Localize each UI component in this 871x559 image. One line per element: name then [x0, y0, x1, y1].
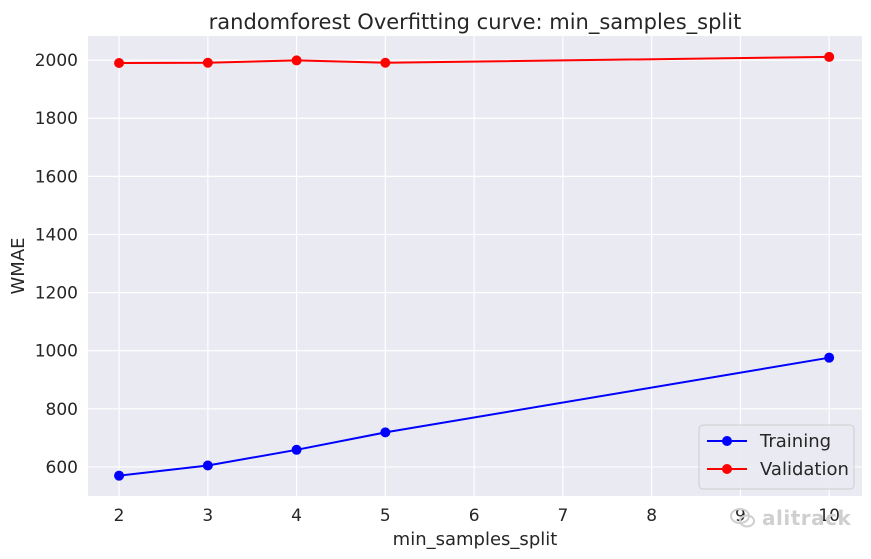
x-tick-label: 6	[469, 506, 480, 526]
plot-area	[88, 36, 862, 496]
watermark: alitrack	[730, 506, 851, 530]
tick-labels: 2 3 4 5 6 7 8 9 10 600 800 1000 1200 1400 1600 1800 2000	[35, 51, 840, 526]
legend-validation-label: Validation	[760, 459, 849, 480]
y-tick-label: 1800	[35, 109, 78, 129]
data-point-training	[380, 427, 391, 438]
data-point-validation	[380, 57, 391, 68]
chart-title: randomforest Overfitting curve: min_samp…	[209, 10, 742, 35]
y-tick-label: 2000	[35, 51, 78, 71]
data-point-validation	[114, 58, 125, 69]
x-tick-label: 8	[646, 506, 657, 526]
series-layer	[114, 51, 835, 481]
x-tick-label: 10	[818, 506, 840, 526]
x-tick-label: 7	[557, 506, 568, 526]
y-tick-label: 1200	[35, 284, 78, 304]
data-point-training	[291, 444, 302, 455]
y-tick-label: 1000	[35, 342, 78, 362]
legend-validation-marker	[722, 464, 732, 474]
data-point-training	[114, 470, 125, 481]
data-point-validation	[291, 55, 302, 66]
data-point-validation	[202, 57, 213, 68]
y-axis-label: WMAE	[8, 237, 29, 294]
data-point-validation	[824, 51, 835, 62]
data-point-training	[824, 352, 835, 363]
y-tick-label: 1400	[35, 225, 78, 245]
watermark-text: alitrack	[762, 506, 852, 530]
x-axis-label: min_samples_split	[393, 529, 558, 550]
x-tick-label: 2	[114, 506, 125, 526]
legend: Training Validation	[698, 424, 855, 490]
y-tick-label: 1600	[35, 167, 78, 187]
y-tick-label: 600	[46, 458, 78, 478]
legend-training-marker	[722, 436, 732, 446]
x-tick-label: 4	[291, 506, 302, 526]
data-point-training	[202, 460, 213, 471]
y-tick-label: 800	[46, 400, 78, 420]
x-tick-label: 9	[735, 506, 746, 526]
legend-training-label: Training	[759, 431, 831, 452]
x-tick-label: 3	[202, 506, 213, 526]
wechat-icon	[730, 508, 755, 528]
x-tick-label: 5	[380, 506, 391, 526]
